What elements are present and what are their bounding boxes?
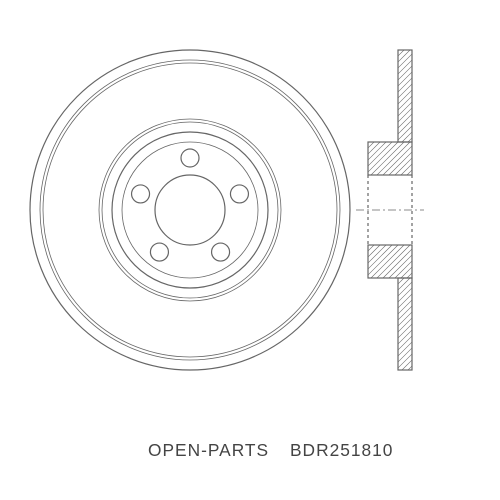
part-number: BDR251810	[290, 440, 393, 461]
diagram-canvas: OPEN-PARTS BDR251810	[0, 0, 500, 500]
brake-disc-side-view	[0, 0, 500, 500]
brand-label: OPEN-PARTS	[148, 440, 269, 461]
